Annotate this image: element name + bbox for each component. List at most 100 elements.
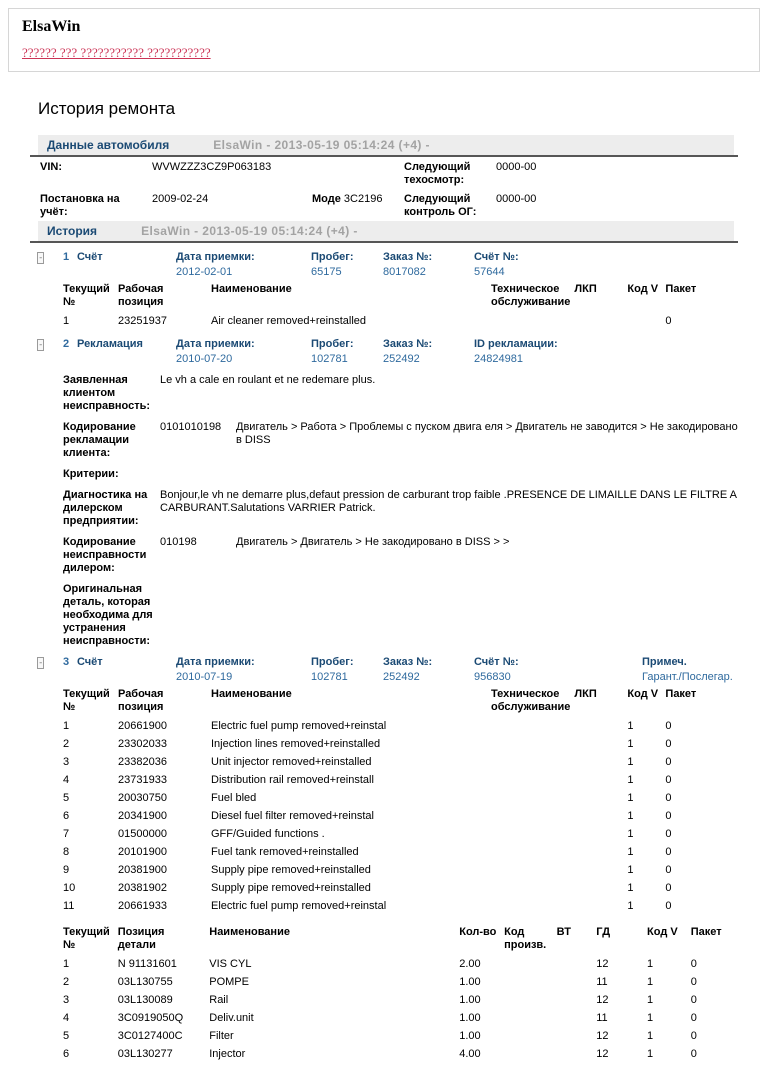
cell: 23251937 xyxy=(118,314,167,327)
window-header-box: ElsaWin ?????? ??? ??????????? ?????????… xyxy=(8,8,760,72)
cell: 20661900 xyxy=(118,719,167,732)
cell: Fuel tank removed+reinstalled xyxy=(211,845,359,858)
cell xyxy=(491,897,574,915)
detail-label: Критерии: xyxy=(63,468,119,480)
cell xyxy=(491,879,574,897)
field-label: Заказ №: xyxy=(383,251,433,263)
cell: 0 xyxy=(665,719,672,732)
field-label: Примеч. xyxy=(642,656,687,668)
detail-label: Заявленная клиентом неисправность: xyxy=(63,374,151,412)
cell: 20030750 xyxy=(118,791,167,804)
col-header: Текущий № xyxy=(63,283,110,308)
table-row: 1 20661900 Electric fuel pump removed+rein… xyxy=(63,717,713,735)
cell: 3 xyxy=(63,755,70,768)
cell: 11 xyxy=(596,975,608,988)
vehicle-data-row: Постановка на учёт: 2009-02-24 Моде 3C21… xyxy=(30,189,738,221)
table-row: 5 20030750 Fuel bled 1 0 xyxy=(63,789,713,807)
table-row: 6 20341900 Diesel fuel filter removed+rein… xyxy=(63,807,713,825)
col-header: Рабочая позиция xyxy=(118,688,164,713)
collapse-icon[interactable]: - xyxy=(37,252,45,264)
cell: N 91131601 xyxy=(117,957,177,970)
cell: 0 xyxy=(665,737,672,750)
cell xyxy=(491,825,574,843)
col-header: Пакет xyxy=(690,926,722,938)
cell: 1 xyxy=(647,1011,654,1024)
detail-text: Le vh a cale en roulant et ne redemare p… xyxy=(160,374,376,386)
registration-label: Постановка на учёт: xyxy=(40,193,120,218)
record-field: Дата приемки: 2012-02-01 xyxy=(176,251,311,279)
cell: Electric fuel pump removed+reinstal xyxy=(211,899,387,912)
cell xyxy=(504,1009,557,1027)
app-title: ElsaWin xyxy=(22,18,81,35)
parts-table: Текущий № Позиция детали Наименование Ко… xyxy=(63,925,738,1063)
detail-code: 0101010198 xyxy=(160,421,222,433)
record-field: Счёт №: 956830 xyxy=(474,656,642,684)
vehicle-section-title: Данные автомобиля xyxy=(47,138,170,152)
broken-encoding-link[interactable]: ?????? ??? ??????????? ??????????? xyxy=(22,45,211,60)
detail-label: Диагностика на дилерском предприятии: xyxy=(63,489,148,527)
cell xyxy=(557,973,597,991)
cell: Supply pipe removed+reinstalled xyxy=(211,881,371,894)
table-row: 11 20661933 Electric fuel pump removed+rei… xyxy=(63,897,713,915)
col-header: Текущий № xyxy=(63,688,110,713)
record-header: - 3 Счёт Дата приемки: 2010-07-19 Пробег:… xyxy=(30,656,738,684)
cell: 6 xyxy=(63,809,70,822)
report-body: Данные автомобиля ElsaWin - 2013-05-19 0… xyxy=(30,135,738,1063)
field-value: 8017082 xyxy=(383,266,426,278)
record-field: ID рекламации: 24824981 xyxy=(474,338,642,366)
record-field: Заказ №: 8017082 xyxy=(383,251,474,279)
field-value: 102781 xyxy=(311,353,348,365)
spacer xyxy=(312,161,404,187)
cell xyxy=(574,753,627,771)
cell: 1 xyxy=(627,809,634,822)
cell: 1 xyxy=(63,719,70,732)
cell xyxy=(574,807,627,825)
col-header: Текущий № xyxy=(63,926,110,951)
field-value: 65175 xyxy=(311,266,342,278)
cell xyxy=(504,973,557,991)
record-field: Дата приемки: 2010-07-19 xyxy=(176,656,311,684)
vehicle-section-bar: Данные автомобиля ElsaWin - 2013-05-19 0… xyxy=(38,135,734,155)
cell: 1 xyxy=(647,975,654,988)
cell: 12 xyxy=(596,957,609,970)
cell: 23382036 xyxy=(118,755,167,768)
cell xyxy=(504,1045,557,1063)
col-header: Наименование xyxy=(211,283,292,295)
detail-text xyxy=(160,583,738,648)
cell: 0 xyxy=(690,1029,697,1042)
cell: 03L130755 xyxy=(117,975,173,988)
cell: 1 xyxy=(627,881,634,894)
cell xyxy=(491,717,574,735)
collapse-icon[interactable]: - xyxy=(37,657,45,669)
cell: 0 xyxy=(665,899,672,912)
cell: 1 xyxy=(627,791,634,804)
table-row: 5 3C0127400C Filter 1.00 12 1 0 xyxy=(63,1027,738,1045)
field-value: 2010-07-19 xyxy=(176,671,233,683)
col-header: ВТ xyxy=(556,926,571,938)
collapse-icon[interactable]: - xyxy=(37,339,45,351)
cell xyxy=(491,807,574,825)
cell: 1.00 xyxy=(459,1029,481,1042)
record-type: Счёт xyxy=(77,656,103,668)
col-header: ГД xyxy=(596,926,611,938)
cell: 1.00 xyxy=(459,993,481,1006)
cell: 1 xyxy=(627,755,634,768)
cell: 0 xyxy=(690,957,697,970)
cell: 1.00 xyxy=(459,975,481,988)
detail-text: Двигатель > Работа > Проблемы с пуском д… xyxy=(236,421,738,446)
table-row: 4 3C0919050Q Deliv.unit 1.00 11 1 0 xyxy=(63,1009,738,1027)
cell: 03L130089 xyxy=(117,993,173,1006)
cell xyxy=(574,861,627,879)
record-number: 3 xyxy=(63,656,70,668)
cell: 4 xyxy=(63,1011,70,1024)
cell xyxy=(574,717,627,735)
field-label: Дата приемки: xyxy=(176,251,255,263)
record-field: Дата приемки: 2010-07-20 xyxy=(176,338,311,366)
cell xyxy=(504,1027,557,1045)
col-header: Код V xyxy=(647,926,678,938)
cell: 1 xyxy=(647,1029,654,1042)
cell: 6 xyxy=(63,1047,70,1060)
field-value: 102781 xyxy=(311,671,348,683)
model-label: Моде xyxy=(312,193,341,205)
cell: 0 xyxy=(690,975,697,988)
